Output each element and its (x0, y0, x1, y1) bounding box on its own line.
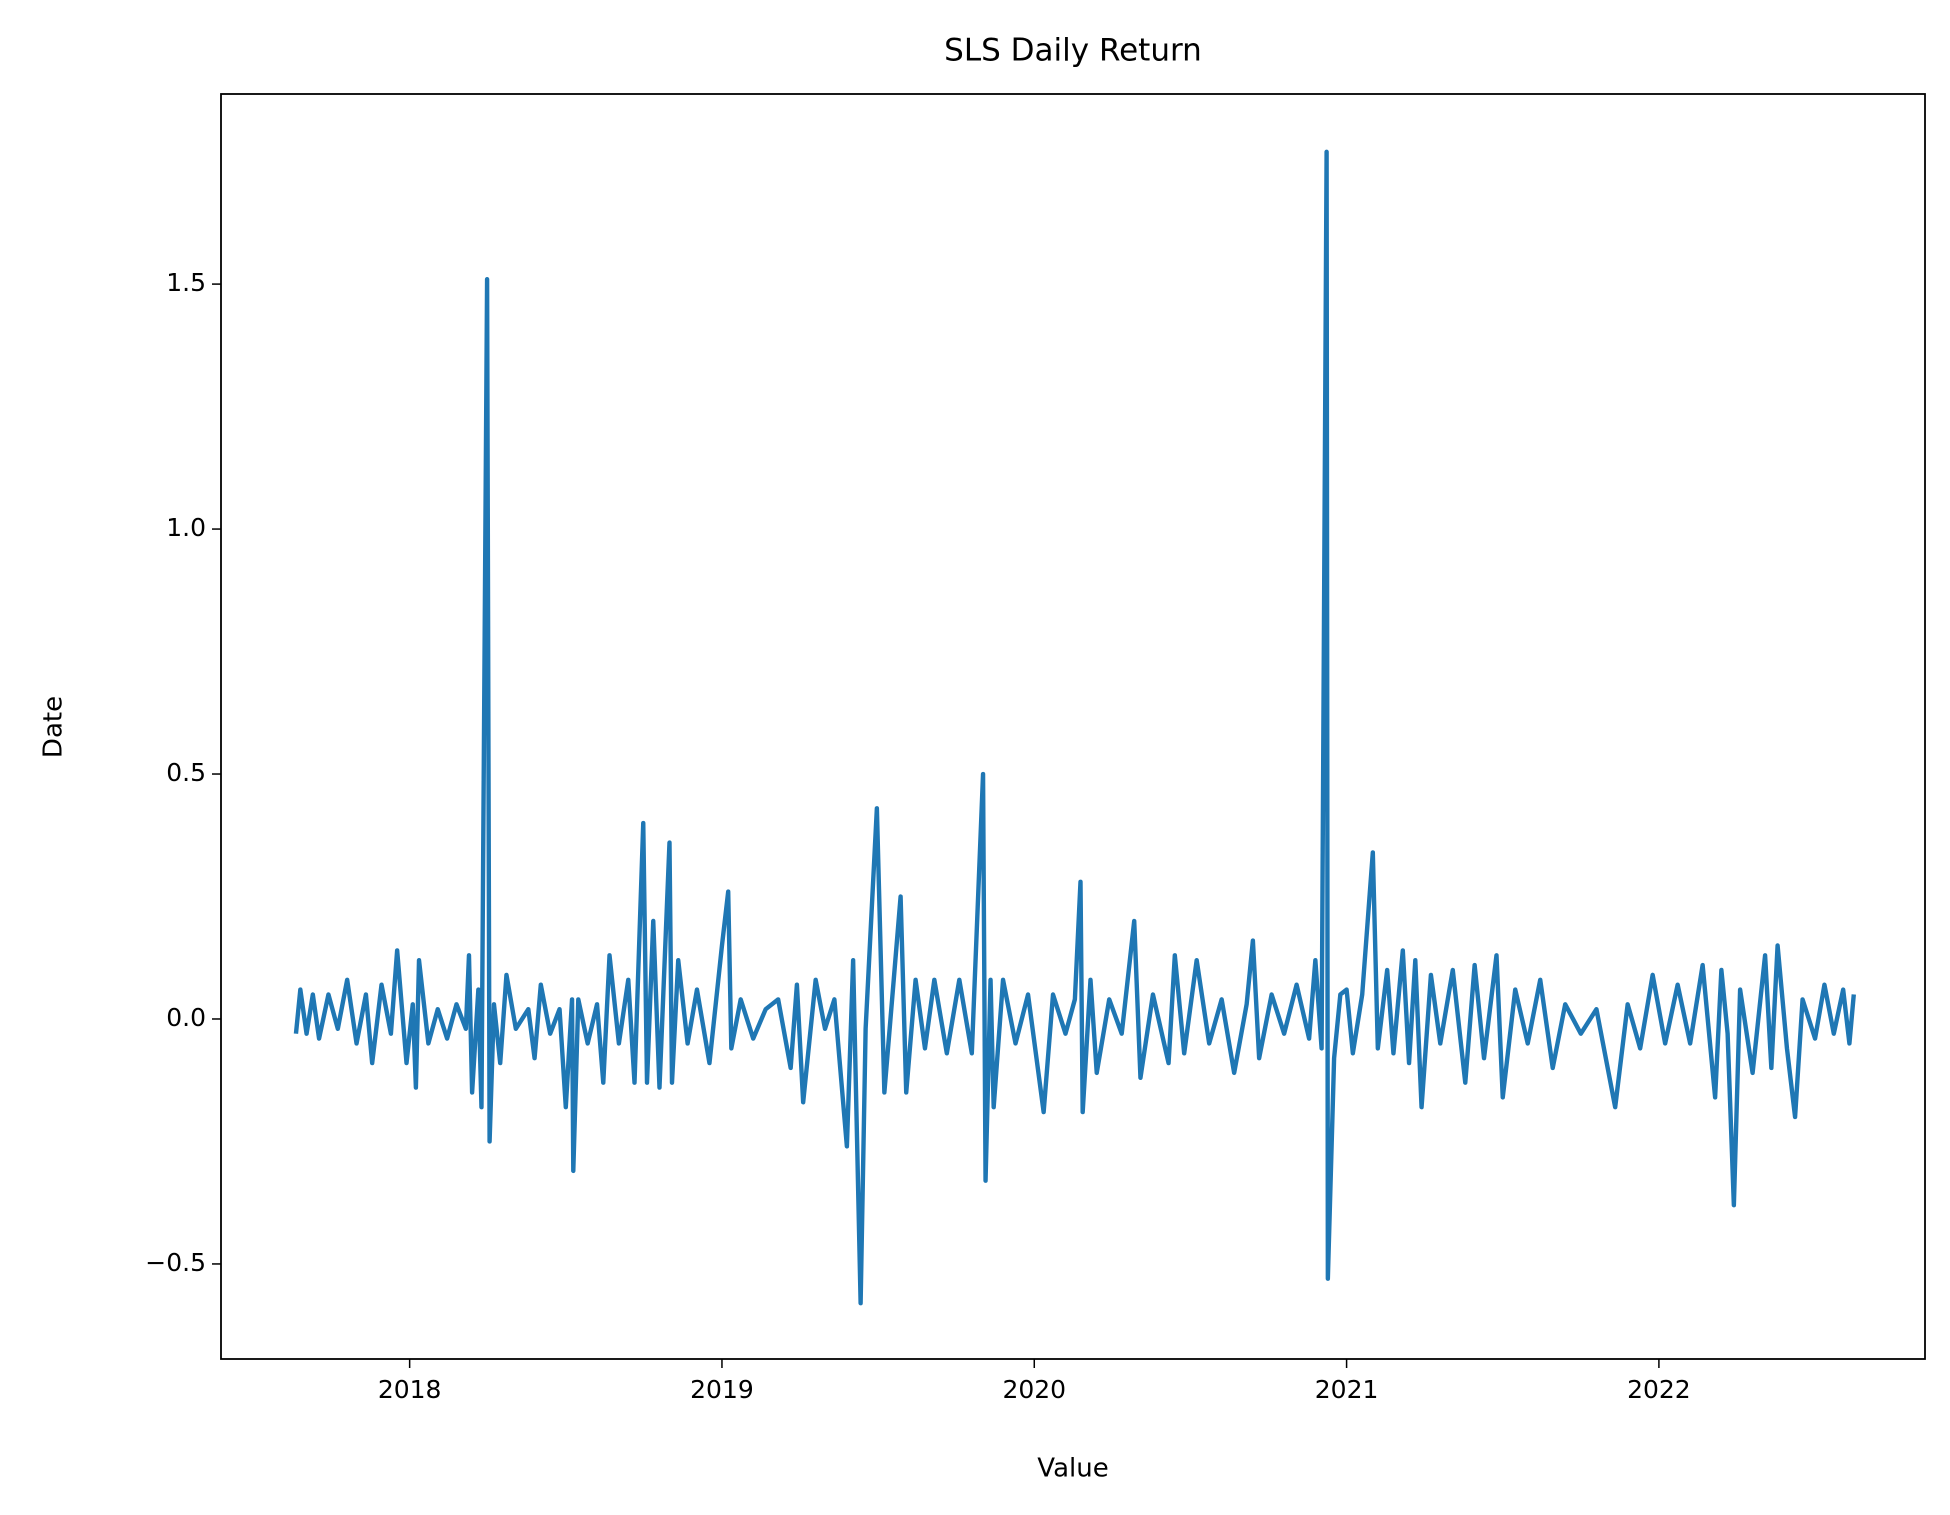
y-tick-label: 0.0 (166, 1003, 206, 1032)
x-tick-label: 2020 (1002, 1375, 1066, 1404)
chart-title: SLS Daily Return (944, 33, 1202, 69)
y-axis-label: Date (39, 696, 69, 758)
y-tick-label: −0.5 (145, 1248, 206, 1277)
x-axis-label: Value (1037, 1454, 1108, 1484)
x-tick-label: 2021 (1315, 1375, 1379, 1404)
plot-frame (220, 93, 1926, 1360)
x-tick-label: 2019 (690, 1375, 754, 1404)
line-series (293, 149, 1856, 1306)
y-tick-label: 0.5 (166, 758, 206, 787)
y-tick-label: 1.5 (166, 268, 206, 297)
x-tick-label: 2022 (1627, 1375, 1691, 1404)
x-tick-label: 2018 (378, 1375, 442, 1404)
y-tick-label: 1.0 (166, 513, 206, 542)
